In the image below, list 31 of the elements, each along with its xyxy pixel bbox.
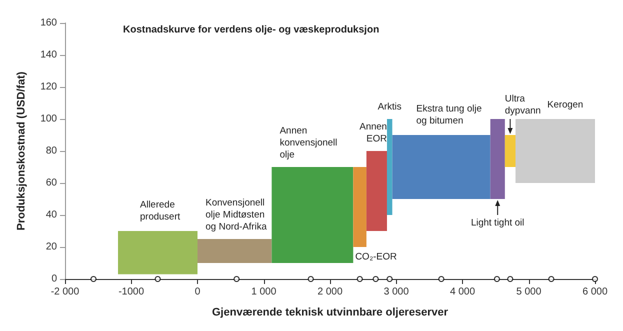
annotation: Ultra dypvann xyxy=(504,94,541,116)
annotation: Annen konvensjonell olje xyxy=(280,126,338,160)
annotation: Arktis xyxy=(378,102,402,112)
annotation: Ekstra tung olje og bitumen xyxy=(416,104,482,126)
x-tick-label: 2 000 xyxy=(317,286,343,298)
y-tick-label: 160 xyxy=(40,18,58,28)
y-tick-label: 60 xyxy=(46,178,58,188)
chart-title: Kostnadskurve for verdens olje- og væskeproduksjon xyxy=(123,24,380,36)
x-tick-label: 1 000 xyxy=(251,286,277,298)
annotation: Annen EOR xyxy=(359,122,388,144)
x-tick-label: 4 000 xyxy=(450,286,476,298)
annotation: Light tight oil xyxy=(470,218,524,228)
x-axis-title: Gjenværende teknisk utvinnbare oljereserver xyxy=(212,306,449,318)
x-tick-label: 5 000 xyxy=(516,286,542,298)
x-tick-label: -2 000 xyxy=(50,286,80,298)
annotation: Konvensjonell olje Midtøsten og Nord-Afrika xyxy=(206,198,268,232)
y-tick-label: 120 xyxy=(40,82,58,92)
y-tick-label: 20 xyxy=(46,242,58,252)
x-tick-label: 3 000 xyxy=(384,286,410,298)
y-tick-label: 40 xyxy=(46,210,58,220)
y-tick-label: 0 xyxy=(51,274,58,284)
x-tick-label: -1000 xyxy=(118,286,144,298)
x-tick-label: 6 000 xyxy=(582,286,608,298)
y-tick-label: 80 xyxy=(46,146,58,156)
annotation: Allerede produsert xyxy=(140,200,180,222)
y-axis-title: Produksjonskostnad (USD/fat) xyxy=(16,71,28,230)
y-tick-label: 100 xyxy=(40,114,58,124)
annotation: CO₂-EOR xyxy=(355,252,398,262)
x-tick-label: 0 xyxy=(194,286,201,298)
y-tick-label: 140 xyxy=(40,50,58,60)
annotation: Kerogen xyxy=(547,100,584,110)
